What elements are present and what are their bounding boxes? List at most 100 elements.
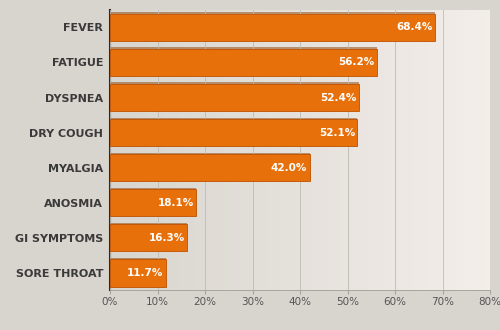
Bar [448,10,452,290]
Bar [110,259,166,286]
Bar [110,189,196,216]
Bar [205,10,209,290]
Bar [118,10,122,290]
Bar [190,10,194,290]
Bar [296,10,300,290]
Bar [110,223,188,225]
Bar [464,10,467,290]
Bar [114,10,117,290]
Bar [418,10,422,290]
Bar [160,10,163,290]
Bar [236,10,239,290]
Bar [444,10,448,290]
Bar [277,10,281,290]
Bar [136,10,140,290]
Bar [216,10,220,290]
Bar [326,10,330,290]
Bar [323,10,326,290]
Bar [239,10,243,290]
Text: 16.3%: 16.3% [149,233,185,243]
Bar [315,10,319,290]
Bar [224,10,228,290]
Bar [292,10,296,290]
Bar [312,10,315,290]
Bar [399,10,402,290]
Bar [110,48,377,50]
Bar [482,10,486,290]
Text: 68.4%: 68.4% [396,22,432,32]
Bar [338,10,342,290]
Bar [133,10,136,290]
Text: 52.4%: 52.4% [320,92,356,103]
Bar [304,10,308,290]
Bar [414,10,418,290]
Bar [110,152,310,155]
Bar [110,49,377,76]
Bar [110,84,359,111]
Bar [258,10,262,290]
Bar [475,10,478,290]
Bar [288,10,292,290]
Bar [148,10,152,290]
Bar [388,10,391,290]
Bar [353,10,357,290]
Bar [110,117,358,120]
Bar [452,10,456,290]
Bar [429,10,433,290]
Bar [274,10,277,290]
Bar [471,10,475,290]
Bar [281,10,285,290]
Bar [110,224,188,251]
Bar [209,10,212,290]
Text: 56.2%: 56.2% [338,57,374,68]
Bar [201,10,205,290]
Bar [364,10,368,290]
Bar [212,10,216,290]
Bar [372,10,376,290]
Bar [144,10,148,290]
Bar [478,10,482,290]
Bar [110,119,358,146]
Bar [410,10,414,290]
Bar [152,10,156,290]
Bar [300,10,304,290]
Bar [266,10,270,290]
Bar [110,12,435,15]
Bar [437,10,440,290]
Bar [346,10,350,290]
Bar [384,10,388,290]
Bar [486,10,490,290]
Bar [220,10,224,290]
Bar [174,10,178,290]
Bar [228,10,232,290]
Bar [182,10,186,290]
Bar [156,10,160,290]
Bar [270,10,274,290]
Bar [171,10,174,290]
Bar [361,10,364,290]
Bar [319,10,323,290]
Bar [334,10,338,290]
Bar [125,10,129,290]
Bar [350,10,353,290]
Bar [110,14,435,41]
Bar [186,10,190,290]
Bar [406,10,410,290]
Bar [178,10,182,290]
Bar [250,10,254,290]
Bar [110,154,310,182]
Bar [308,10,312,290]
Text: 42.0%: 42.0% [271,163,307,173]
Bar [440,10,444,290]
Text: 11.7%: 11.7% [127,268,163,278]
Bar [232,10,235,290]
Bar [376,10,380,290]
Bar [254,10,258,290]
Bar [163,10,167,290]
Bar [110,82,359,84]
Bar [167,10,171,290]
Bar [368,10,372,290]
Bar [380,10,384,290]
Bar [110,188,196,190]
Bar [330,10,334,290]
